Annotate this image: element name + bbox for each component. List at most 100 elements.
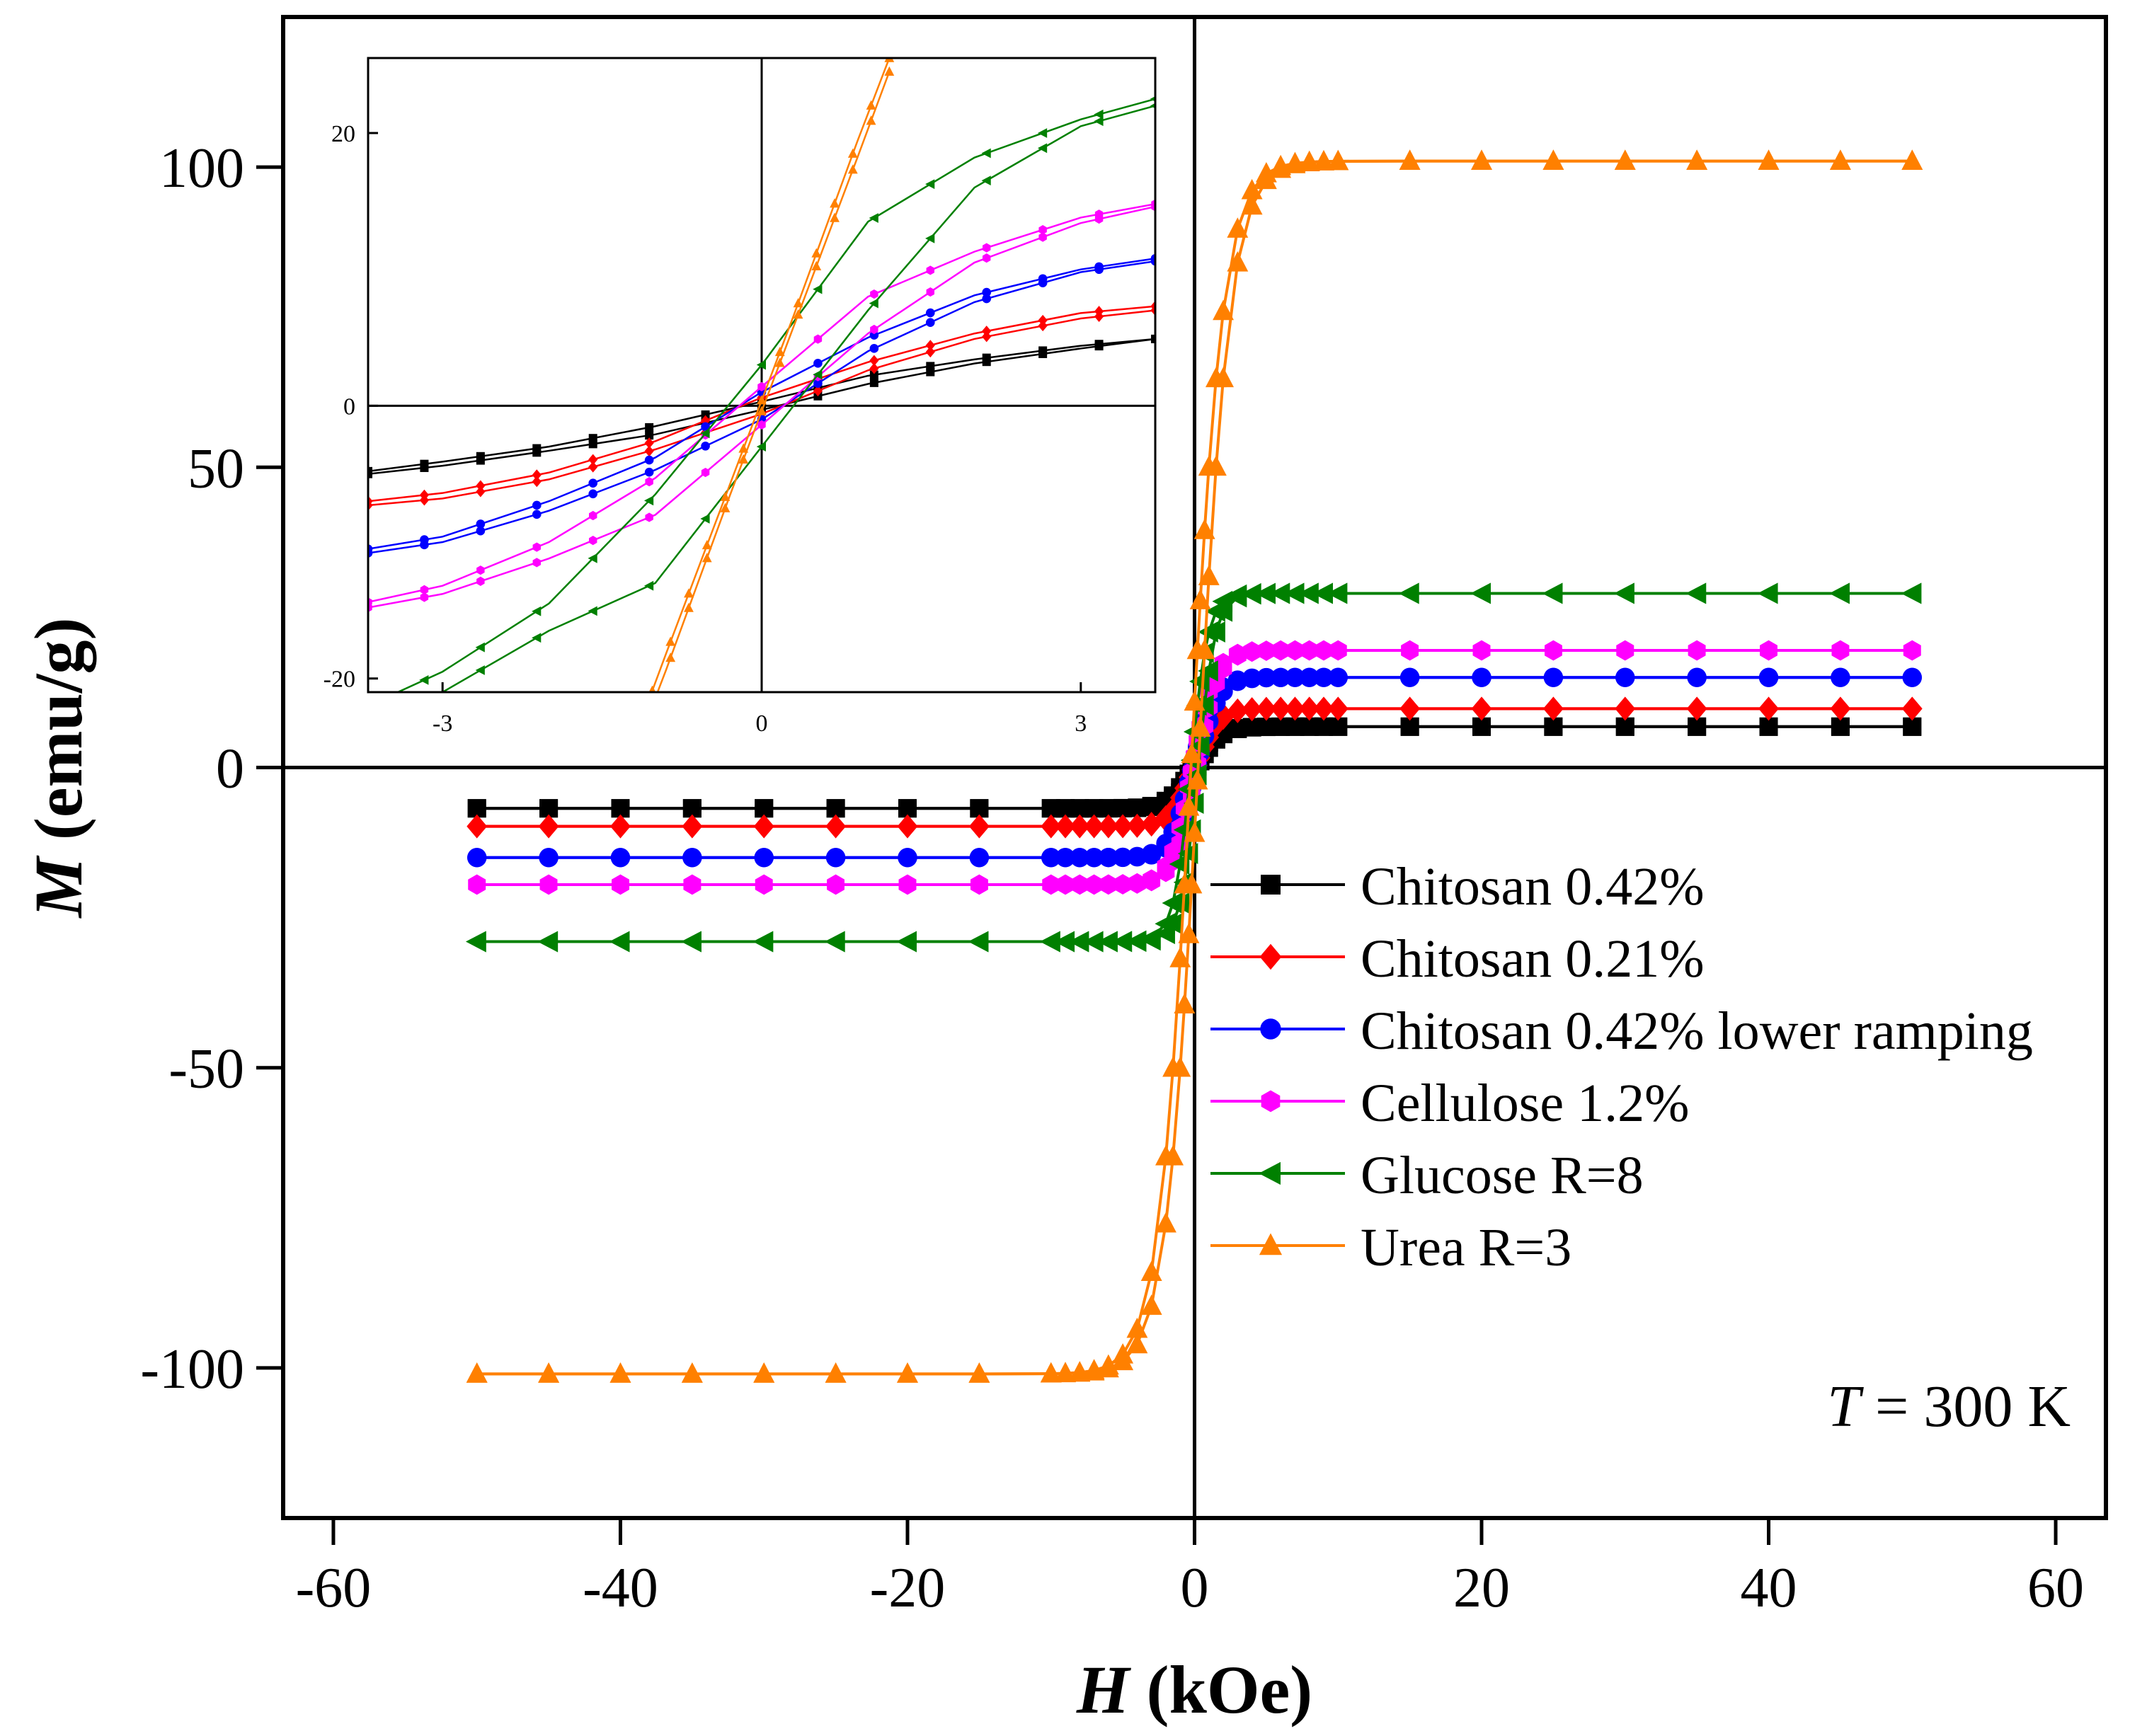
inset-data-point: [645, 422, 654, 432]
inset-data-point: [532, 606, 542, 616]
inset-data-point: [644, 437, 654, 449]
main-data-point: [682, 848, 702, 868]
main-data-point: [1084, 814, 1104, 839]
main-data-point: [682, 814, 703, 839]
inset-data-point: [982, 357, 991, 367]
main-data-point: [610, 848, 631, 868]
inset-data-point: [363, 701, 372, 711]
inset-data-point: [420, 592, 429, 602]
inset-data-point: [866, 115, 876, 125]
main-data-point: [1227, 217, 1249, 238]
inset-data-point: [701, 442, 710, 451]
main-data-point: [538, 814, 559, 839]
main-data-point: [1471, 149, 1492, 170]
legend-marker: [1261, 1090, 1281, 1113]
main-data-point: [754, 848, 774, 868]
inset-data-point: [1150, 304, 1155, 316]
legend-label: Chitosan 0.21%: [1361, 929, 1705, 989]
main-data-point: [1271, 667, 1290, 687]
main-data-point: [1327, 696, 1349, 721]
inset-data-point: [982, 243, 991, 253]
main-data-point: [1155, 1145, 1176, 1166]
inset-data-point: [532, 558, 542, 568]
main-data-point: [1169, 947, 1191, 967]
y-axis-unit: (emu/g): [21, 618, 96, 858]
y-tick-label: -50: [168, 1038, 244, 1100]
main-data-point: [1111, 931, 1133, 953]
y-axis-var: M: [21, 854, 96, 919]
main-data-point: [1315, 640, 1333, 661]
inset-data-point: [869, 378, 878, 387]
main-data-point: [1213, 299, 1235, 321]
inset-data-point: [420, 540, 429, 550]
inset-data-point: [926, 265, 935, 275]
inset-data-point: [813, 284, 823, 294]
main-data-point: [609, 1362, 631, 1383]
temperature-var: T: [1827, 1374, 1864, 1439]
legend-label: Glucose R=8: [1361, 1146, 1644, 1205]
main-data-point: [1831, 640, 1850, 661]
inset-y-tick-label: -20: [323, 667, 355, 693]
main-data-point: [1399, 696, 1420, 721]
inset-data-point: [419, 692, 428, 702]
main-data-point: [825, 848, 846, 868]
main-data-point: [538, 1362, 560, 1383]
main-data-point: [1042, 874, 1060, 895]
main-data-point: [1269, 582, 1290, 604]
inset-data-point: [738, 454, 749, 464]
main-data-point: [1760, 640, 1777, 661]
inset-data-point: [830, 212, 840, 222]
inset-data-point: [813, 379, 823, 388]
main-data-point: [1241, 178, 1263, 200]
main-data-point: [1329, 640, 1347, 661]
inset-data-point: [475, 665, 485, 675]
main-data-point: [1615, 667, 1635, 687]
x-tick-label: 60: [2027, 1557, 2084, 1619]
main-data-point: [1128, 873, 1146, 894]
main-data-point: [1241, 194, 1263, 215]
inset-data-point: [588, 461, 598, 473]
main-data-point: [1243, 641, 1261, 662]
main-data-point: [752, 931, 774, 953]
inset-data-point: [1038, 232, 1047, 242]
main-data-point: [681, 931, 702, 953]
x-tick-label: -40: [583, 1557, 658, 1619]
inset-data-point: [847, 164, 858, 174]
main-data-point: [1040, 931, 1060, 953]
inset-data-point: [532, 510, 542, 519]
main-data-point: [1099, 874, 1118, 895]
x-tick-label: 20: [1453, 1557, 1510, 1619]
inset-data-point: [869, 370, 878, 379]
inset-data-point: [700, 514, 710, 524]
main-data-point: [1242, 697, 1262, 721]
inset-data-point: [774, 346, 785, 357]
main-data-point: [968, 1362, 990, 1383]
main-data-point: [1829, 582, 1850, 604]
inset-data-point: [532, 476, 542, 488]
main-data-point: [539, 848, 559, 868]
inset-data-point: [476, 485, 486, 498]
main-data-point: [1070, 874, 1089, 895]
main-data-point: [1055, 848, 1075, 868]
inset-data-point: [645, 431, 654, 440]
legend-marker: [1259, 943, 1282, 970]
main-data-point: [1140, 1294, 1162, 1315]
inset-data-point: [648, 701, 658, 710]
inset-data-point: [588, 478, 598, 488]
inset-data-point: [813, 385, 823, 397]
x-tick-label: 0: [1181, 1557, 1209, 1619]
main-data-point: [1256, 667, 1276, 688]
inset-data-point: [982, 253, 991, 263]
inset-data-point: [925, 346, 935, 358]
main-data-point: [1685, 582, 1707, 604]
inset-data-point: [700, 428, 710, 439]
inset-data-point: [926, 367, 935, 376]
main-data-point: [1327, 149, 1349, 171]
x-tick-label: 40: [1741, 1557, 1797, 1619]
legend-label: Chitosan 0.42% lower ramping: [1361, 1001, 2033, 1061]
inset-data-point: [811, 248, 822, 258]
inset-data-point: [756, 442, 766, 452]
inset-data-point: [665, 653, 676, 662]
inset-data-point: [701, 422, 710, 432]
inset-data-point: [869, 298, 878, 309]
